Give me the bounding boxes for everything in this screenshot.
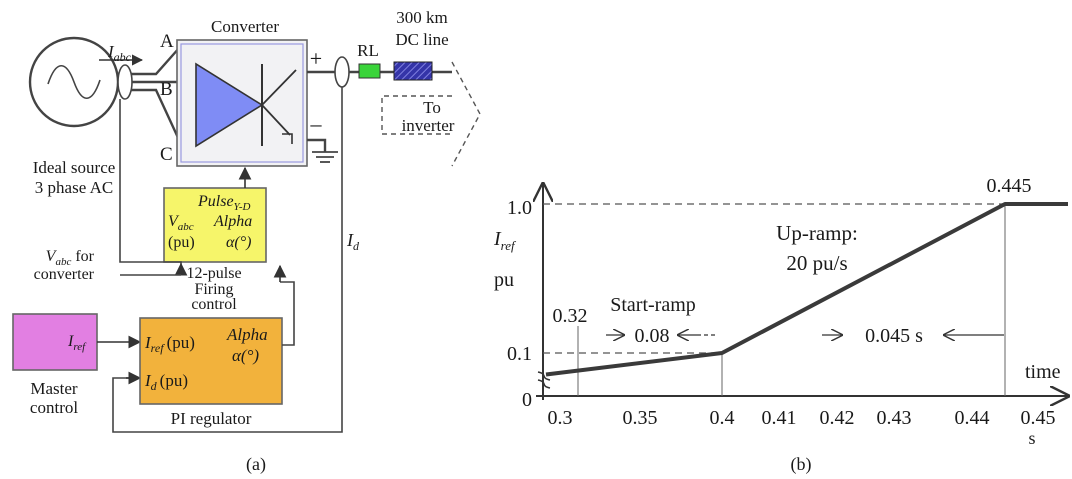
y-tick-0: 0 (522, 389, 532, 411)
y-tick-01: 0.1 (507, 343, 532, 365)
firing-control-block (163, 187, 267, 263)
current-sensor-icon (117, 64, 133, 100)
master-caption-line2: control (30, 398, 78, 417)
firing-caption-line3: control (191, 296, 237, 313)
plus-sign: + (310, 46, 322, 71)
to-inverter-arrow (451, 61, 481, 167)
firing-caption-line1: 12-pulse (186, 265, 241, 282)
pi-alpha-deg: α(°) (232, 346, 259, 365)
start-ramp-label: Start-ramp (610, 294, 696, 316)
pi-caption: PI regulator (171, 409, 252, 428)
iabc-label: Iabc (107, 42, 132, 64)
firing-alpha-deg: α(°) (226, 234, 251, 251)
x-axis-unit: s (1028, 428, 1035, 448)
y-axis-unit: pu (494, 269, 514, 291)
label-032: 0.32 (553, 305, 588, 327)
vabc-label: Vabc (168, 213, 194, 233)
x-tick-label: 0.43 (877, 407, 912, 429)
x-tick-label: 0.42 (820, 407, 855, 429)
firing-pu-label: (pu) (168, 234, 195, 251)
pi-iref-label: Iref (pu) (144, 333, 195, 355)
to-inverter-line1: To (423, 98, 441, 117)
master-caption-line1: Master (30, 379, 78, 398)
firing-caption-line2: Firing (194, 281, 233, 298)
rl-element (358, 63, 381, 79)
vabc-for-line2: converter (34, 266, 95, 283)
id-feedback-line (112, 87, 343, 433)
pi-regulator-block (139, 317, 283, 405)
y-tick-1: 1.0 (507, 197, 532, 219)
phase-a-label: A (160, 31, 174, 52)
x-tick-label: 0.4 (710, 407, 735, 429)
panel-a: Ideal source 3 phase AC Iabc A B C Conve… (12, 8, 481, 475)
converter-block (176, 39, 308, 167)
source-label-line1: Ideal source (33, 158, 116, 177)
dur-0045-label: 0.045 s (865, 325, 923, 347)
panel-b: 1.0 0.1 0 Iref pu 0.3 0.35 0.4 0.41 0.42 0.43… (493, 175, 1068, 475)
up-ramp-line2: 20 pu/s (786, 251, 847, 275)
pi-id-label: Id (pu) (144, 371, 188, 393)
x-axis-title: time (1025, 361, 1061, 383)
label-0445: 0.445 (987, 175, 1032, 197)
caption-b: (b) (791, 454, 812, 475)
phase-b-label: B (160, 79, 173, 100)
alpha-feedback-line (280, 281, 295, 346)
x-tick-label: 0.45 (1021, 407, 1056, 429)
source-label-line2: 3 phase AC (35, 178, 113, 197)
firing-alpha-label: Alpha (213, 213, 252, 230)
iref-series-line (545, 202, 1068, 377)
converter-title: Converter (211, 17, 279, 36)
master-control-block (12, 313, 98, 371)
ground-icon (312, 151, 338, 163)
converter-triangle-icon (195, 62, 264, 148)
dc-current-sensor-icon (334, 56, 350, 88)
axis-break-icon (537, 371, 551, 389)
pulse-label: PulseY-D (197, 193, 251, 213)
chart-marks (543, 202, 1068, 396)
rl-label: RL (357, 41, 379, 60)
caption-a: (a) (246, 454, 266, 475)
master-iref-label: Iref (67, 333, 87, 353)
phase-c-label: C (160, 144, 173, 165)
dur-008-label: 0.08 (635, 325, 670, 347)
x-tick-label: 0.3 (548, 407, 573, 429)
x-tick-labels: 0.3 0.35 0.4 0.41 0.42 0.43 0.44 0.45 (548, 407, 1056, 429)
id-label: Id (346, 230, 360, 253)
x-tick-label: 0.35 (623, 407, 658, 429)
x-tick-label: 0.41 (762, 407, 797, 429)
to-inverter-line2: inverter (402, 116, 455, 135)
dc-line-element (393, 61, 433, 81)
y-axis-title: Iref (493, 228, 517, 253)
dc-line-bottom: DC line (395, 30, 448, 49)
minus-sign: – (310, 111, 323, 136)
dc-line-top: 300 km (396, 8, 447, 27)
pi-alpha-label: Alpha (226, 325, 268, 344)
ac-source (28, 36, 120, 128)
vabc-for-label: Vabc for (46, 248, 95, 268)
up-ramp-line1: Up-ramp: (776, 221, 858, 245)
x-tick-label: 0.44 (955, 407, 990, 429)
